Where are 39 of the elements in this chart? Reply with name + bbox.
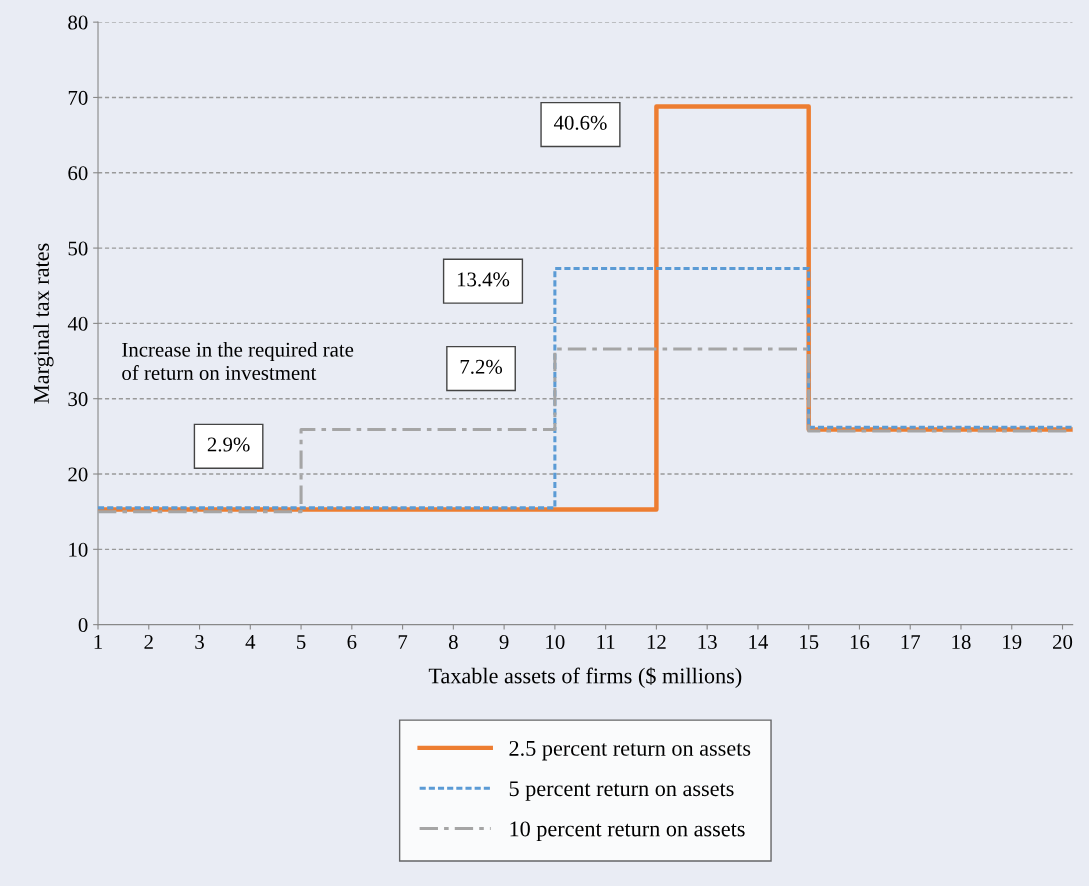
annotation: Increase in the required rate of return on investment	[122, 342, 354, 380]
y-tick-label: 30	[68, 392, 88, 407]
x-tick-label: 10	[546, 634, 565, 650]
y-tick-label: 60	[68, 166, 88, 181]
x-tick-label: 17	[901, 635, 921, 649]
x-tick-label: 5	[297, 635, 306, 650]
x-tick-label: 6	[347, 635, 357, 650]
y-tick-label: 50	[68, 241, 88, 256]
y-axis-title: Marginal tax rates	[33, 243, 54, 404]
legend-label: 2.5 percent return on assets	[509, 740, 751, 761]
x-tick-label: 3	[195, 635, 204, 650]
y-tick-label: 10	[69, 542, 88, 557]
x-tick-label: 1	[94, 635, 102, 649]
annotation: 2.9%	[207, 437, 250, 452]
annotation: 40.6%	[553, 115, 607, 130]
x-tick-label: 9	[499, 635, 509, 650]
x-tick-label: 15	[800, 635, 819, 650]
x-tick-label: 16	[850, 635, 870, 650]
x-tick-label: 8	[448, 634, 458, 650]
x-tick-label: 2	[144, 635, 153, 649]
x-tick-label: 11	[597, 635, 615, 649]
annotation: 7.2%	[460, 359, 503, 374]
annotation: 13.4%	[457, 272, 510, 287]
y-tick-label: 20	[68, 467, 88, 482]
legend-label: 5 percent return on assets	[509, 781, 734, 801]
y-tick-label: 80	[68, 15, 88, 30]
x-tick-label: 18	[952, 634, 971, 650]
x-tick-label: 13	[698, 635, 717, 650]
x-tick-label: 14	[749, 635, 769, 649]
x-tick-label: 12	[647, 635, 666, 649]
x-axis-title: Taxable assets of firms ($ millions)	[428, 667, 742, 688]
x-tick-label: 20	[1053, 634, 1073, 650]
x-tick-label: 4	[245, 635, 256, 649]
y-tick-label: 40	[67, 316, 88, 331]
legend-label: 10 percent return on assets	[510, 821, 745, 841]
x-tick-label: 19	[1003, 635, 1022, 650]
x-tick-label: 7	[398, 635, 408, 649]
y-tick-label: 0	[78, 618, 88, 633]
y-tick-label: 70	[68, 90, 88, 105]
